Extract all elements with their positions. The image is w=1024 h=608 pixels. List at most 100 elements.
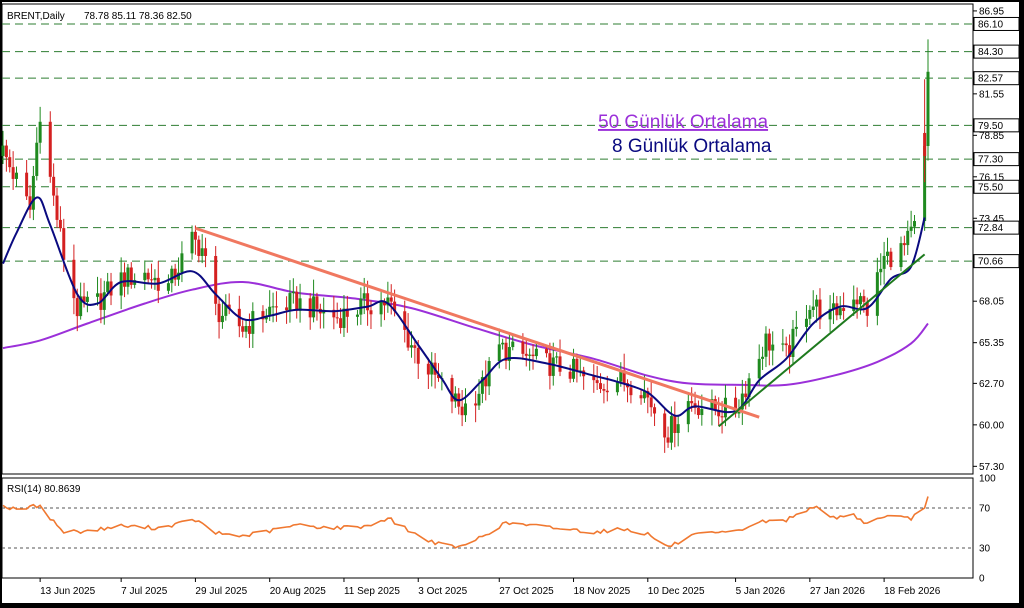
candle <box>460 390 464 427</box>
candle-body <box>909 226 913 231</box>
candle <box>85 291 89 313</box>
candle <box>4 139 8 172</box>
candle <box>507 333 511 371</box>
candle <box>912 215 916 235</box>
candle-body <box>52 176 56 196</box>
candle-body <box>241 326 245 332</box>
candle-body <box>815 299 819 307</box>
level-tag-box <box>973 71 1020 86</box>
x-tick-label: 7 Jul 2025 <box>121 586 168 597</box>
candle <box>288 280 292 323</box>
candle-body <box>15 172 19 179</box>
candle-body <box>804 318 808 327</box>
x-tick-label: 27 Oct 2025 <box>499 586 554 597</box>
candle <box>38 106 42 154</box>
candle <box>106 272 110 296</box>
candle-body <box>291 291 295 294</box>
candle <box>261 305 265 333</box>
candle-body <box>153 277 157 281</box>
candle <box>524 339 528 367</box>
candle <box>858 292 862 315</box>
candle-body <box>545 348 549 354</box>
candle-body <box>710 399 714 410</box>
candle-body <box>889 251 893 268</box>
candle <box>339 307 343 334</box>
rsi-y-tick-label: 0 <box>979 574 985 585</box>
x-tick-label: 29 Jul 2025 <box>195 586 247 597</box>
y-tick-label: 86.95 <box>979 6 1004 17</box>
candle-body <box>453 393 457 402</box>
candle <box>649 381 653 417</box>
candle-spike-0 <box>923 79 927 183</box>
candle-body <box>592 376 596 381</box>
candle-body <box>244 326 248 332</box>
candle-body <box>382 302 386 306</box>
candle-body <box>224 304 228 316</box>
candle <box>430 352 434 387</box>
candle <box>852 285 856 316</box>
symbol-label: BRENT,Daily <box>7 11 65 22</box>
candle-body <box>413 345 417 348</box>
candle-body <box>146 272 150 280</box>
candle-body <box>642 391 646 399</box>
candle-body <box>551 357 555 376</box>
candle-body <box>808 309 812 319</box>
candle-body <box>531 354 535 357</box>
candle <box>359 287 363 325</box>
candle <box>761 346 765 371</box>
level-tag-1: 84.30 <box>973 44 1020 59</box>
candle <box>227 293 231 315</box>
candle <box>403 300 407 343</box>
candle-body <box>227 304 231 309</box>
candle <box>767 328 771 366</box>
candle-body <box>696 407 700 416</box>
candle-body <box>251 311 255 334</box>
candle <box>464 388 467 422</box>
candle-body <box>646 391 650 398</box>
level-tag-box <box>973 44 1020 59</box>
candle <box>244 320 248 339</box>
candle-body <box>615 381 619 393</box>
candle-body <box>308 298 312 318</box>
candle <box>879 253 883 286</box>
candle-body <box>31 175 35 210</box>
candle-body <box>713 399 717 411</box>
candle <box>79 282 83 320</box>
candle-body <box>72 259 76 299</box>
candle-body <box>504 342 508 361</box>
candle-body <box>166 283 170 291</box>
candle <box>58 206 62 232</box>
candle-body <box>842 308 846 311</box>
candle-body <box>629 387 633 396</box>
candle <box>193 225 197 255</box>
candle <box>355 309 359 326</box>
candle-body <box>480 377 484 394</box>
candle-body <box>11 167 15 179</box>
candle-body <box>767 333 771 351</box>
candle <box>902 235 906 256</box>
candle-body <box>214 255 218 304</box>
candle <box>815 294 819 323</box>
candle-body <box>602 389 606 391</box>
candle <box>885 237 889 265</box>
candle-body <box>143 272 147 281</box>
candle-body <box>720 416 724 418</box>
candle-body <box>700 409 704 416</box>
candle-body <box>193 231 197 240</box>
candle <box>602 383 606 404</box>
candle-body <box>109 281 113 296</box>
candle <box>271 292 275 323</box>
candle-body <box>622 370 626 384</box>
candle-body <box>285 307 289 311</box>
x-tick-label: 3 Oct 2025 <box>418 586 467 597</box>
candle <box>531 344 535 370</box>
candle-body <box>906 230 910 246</box>
candle-body <box>744 393 748 398</box>
candle <box>676 414 680 447</box>
candle-body <box>858 296 862 305</box>
candle <box>710 389 714 426</box>
x-tick-label: 27 Jan 2026 <box>810 586 865 597</box>
candle <box>605 375 609 402</box>
level-tag-box <box>973 179 1020 194</box>
candle <box>629 380 633 404</box>
